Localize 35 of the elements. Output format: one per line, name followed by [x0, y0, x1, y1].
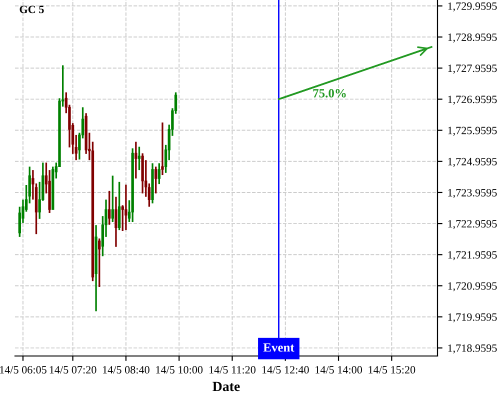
- candlestick: [134, 140, 138, 180]
- y-tick-label: 1,729.9595: [448, 2, 497, 12]
- y-tick-label: 1,724.9595: [448, 158, 497, 167]
- ref-line-label: Event: [263, 343, 294, 352]
- candlestick: [114, 196, 118, 248]
- x-tick-label: 14/5 08:40: [102, 366, 150, 374]
- candlestick: [161, 122, 164, 176]
- candlestick: [118, 181, 121, 231]
- x-tick-label: 14/5 07:20: [50, 366, 96, 374]
- x-tick-label: 14/5 06:05: [0, 366, 46, 374]
- y-tick-label: 1,725.9595: [448, 126, 497, 136]
- x-tick-label: 14/5 15:20: [368, 366, 416, 374]
- y-tick-label: 1,719.9595: [448, 313, 497, 322]
- candlestick: [154, 166, 158, 194]
- x-tick-label: 14/5 11:20: [209, 366, 256, 374]
- x-tick-label: 14/5 14:00: [316, 366, 362, 374]
- y-tick-label: 1,726.9595: [448, 96, 497, 105]
- candlestick: [111, 174, 114, 223]
- candlestick: [138, 146, 141, 171]
- candlestick: [124, 184, 128, 231]
- x-tick-label: 14/5 12:40: [262, 366, 309, 374]
- y-tick-label: 1,720.9595: [448, 282, 497, 292]
- x-tick-label: 14/5 10:00: [156, 366, 203, 374]
- y-tick-label: 1,721.9595: [448, 251, 497, 260]
- y-tick-label: 1,722.9595: [448, 220, 497, 230]
- y-tick-label: 1,718.9595: [448, 344, 497, 354]
- x-axis-title: Date: [212, 382, 240, 392]
- chart-title: GC 5: [20, 6, 44, 14]
- candlestick: [158, 162, 160, 185]
- candlestick: [108, 190, 111, 226]
- annotation: 75.0%: [313, 89, 346, 98]
- candlestick: [98, 238, 101, 288]
- y-tick-label: 1,727.9595: [448, 64, 497, 74]
- y-tick-label: 1,723.9595: [448, 188, 497, 198]
- y-tick-label: 1,728.9595: [448, 33, 497, 43]
